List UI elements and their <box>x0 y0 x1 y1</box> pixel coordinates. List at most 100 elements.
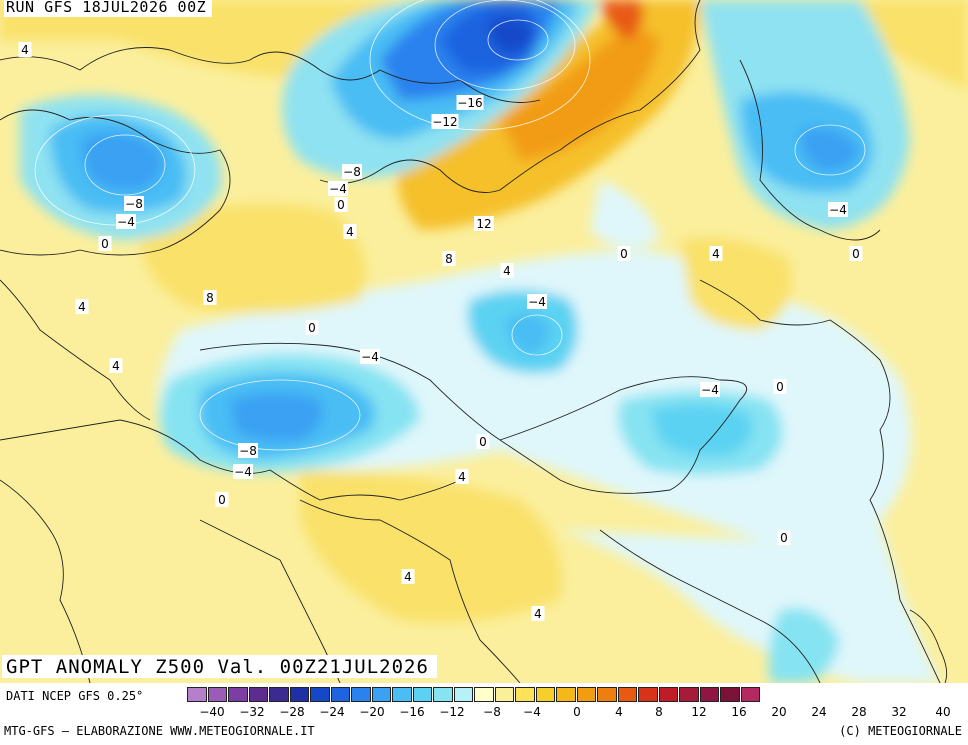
contour-label: −4 <box>361 350 379 364</box>
contour-label: −4 <box>829 203 847 217</box>
scale-swatch <box>617 687 637 702</box>
contour-label-bg <box>527 294 547 309</box>
scale-tick: 0 <box>573 705 581 719</box>
scale-swatch <box>597 687 617 702</box>
scale-swatch <box>330 687 350 702</box>
contour-label: 8 <box>445 252 453 266</box>
scale-swatch <box>371 687 391 702</box>
contour-label-bg <box>203 290 217 305</box>
scale-tick: −8 <box>483 705 501 719</box>
scale-tick: 32 <box>891 705 907 719</box>
scale-tick: 28 <box>851 705 867 719</box>
contour-label: 4 <box>21 43 29 57</box>
color-scale <box>187 687 761 702</box>
contour-label: 4 <box>78 300 86 314</box>
contour-label-bg <box>75 299 89 314</box>
contour-label: 4 <box>404 570 412 584</box>
contour-label: −4 <box>701 383 719 397</box>
scale-tick: −12 <box>439 705 465 719</box>
contour-label: 0 <box>780 531 788 545</box>
contour-label-bg <box>343 224 357 239</box>
contour-label: 0 <box>479 435 487 449</box>
scale-tick: 40 <box>935 705 951 719</box>
scale-swatch <box>228 687 248 702</box>
contour-label-bg <box>777 530 791 545</box>
contour-label-bg <box>238 443 258 458</box>
contour-label: 4 <box>112 359 120 373</box>
contour-label-bg <box>233 464 253 479</box>
contour-label: 0 <box>337 198 345 212</box>
coastlines <box>0 0 948 683</box>
scale-tick: −32 <box>239 705 265 719</box>
scale-tick: 24 <box>811 705 827 719</box>
contour-label: −4 <box>528 295 546 309</box>
contour-label-bg <box>124 196 144 211</box>
contour-label-bg <box>531 606 545 621</box>
contour-label: 4 <box>458 470 466 484</box>
scale-tick: −24 <box>319 705 345 719</box>
footer: DATI NCEP GFS 0.25° −40 −32 −28 −24 −20 −16 −1… <box>0 683 968 745</box>
contour-label-bg <box>773 379 787 394</box>
scale-swatch <box>699 687 719 702</box>
credits-left: MTG-GFS — ELABORAZIONE WWW.METEOGIORNALE… <box>4 724 315 738</box>
scale-swatch <box>535 687 555 702</box>
scale-swatch <box>638 687 658 702</box>
contour-label: 4 <box>503 264 511 278</box>
scale-swatch <box>556 687 576 702</box>
contour-label-bg <box>455 469 469 484</box>
contour-label-bg <box>849 246 863 261</box>
scale-swatch <box>474 687 494 702</box>
contour-label-bg <box>98 236 112 251</box>
contour-label-bg <box>342 164 362 179</box>
scale-tick: 12 <box>691 705 707 719</box>
contour-label-bg <box>334 197 348 212</box>
contour-label: 0 <box>308 321 316 335</box>
scale-swatch <box>248 687 268 702</box>
contour-label-bg <box>401 569 415 584</box>
scale-swatch <box>289 687 309 702</box>
scale-swatch <box>269 687 289 702</box>
contour-label: −4 <box>117 215 135 229</box>
scale-tick: −40 <box>199 705 225 719</box>
contour-label-bg <box>709 246 723 261</box>
scale-swatch <box>740 687 760 702</box>
contour-label: −8 <box>343 165 361 179</box>
contour-label-bg <box>456 95 484 110</box>
scale-swatch <box>658 687 678 702</box>
contour-label-bg <box>476 434 490 449</box>
contour-label: 0 <box>620 247 628 261</box>
contour-label: 8 <box>206 291 214 305</box>
scale-swatch <box>679 687 699 702</box>
scale-swatch <box>720 687 740 702</box>
contour-label: −8 <box>239 444 257 458</box>
color-scale-ticks: −40 −32 −28 −24 −20 −16 −12 −8 −4 0 4 8 12 16 20 24 28 32… <box>187 705 967 721</box>
contour-label: 0 <box>776 380 784 394</box>
contour-label: 12 <box>476 217 491 231</box>
contour-label: 4 <box>712 247 720 261</box>
run-label: RUN GFS 18JUL2026 00Z <box>4 0 213 17</box>
contour-label: 4 <box>346 225 354 239</box>
scale-swatch <box>392 687 412 702</box>
contour-label: 0 <box>101 237 109 251</box>
contour-label-bg <box>617 246 631 261</box>
contour-label: −16 <box>457 96 482 110</box>
scale-swatch <box>207 687 227 702</box>
contour-label-bg <box>116 214 136 229</box>
contour-label-bg <box>18 42 32 57</box>
map-title: GPT ANOMALY Z500 Val. 00Z21JUL2026 <box>2 655 437 678</box>
contour-label-bg <box>700 382 720 397</box>
credits-right: (C) METEOGIORNALE <box>839 724 962 738</box>
contour-label: −4 <box>329 182 347 196</box>
contour-label: −12 <box>432 115 457 129</box>
scale-tick: −16 <box>399 705 425 719</box>
scale-tick: 4 <box>615 705 623 719</box>
contour-label: −8 <box>125 197 143 211</box>
scale-swatch <box>494 687 514 702</box>
contour-label: 0 <box>852 247 860 261</box>
contour-label-bg <box>431 114 459 129</box>
contour-label: 4 <box>534 607 542 621</box>
contour-label: −4 <box>234 465 252 479</box>
anomaly-map: 4 −16 −12 −8 −4 0 4 12 8 4 −8 −4 0 8 4 0 −4 0 4 4 −4 0 −4 0 −8 −4… <box>0 0 968 683</box>
scale-swatch <box>576 687 596 702</box>
